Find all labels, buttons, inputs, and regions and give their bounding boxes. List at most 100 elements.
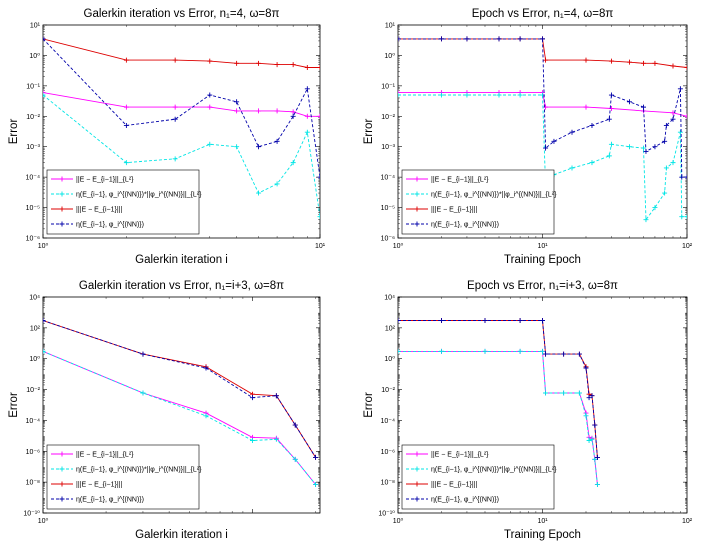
legend-box — [401, 169, 555, 235]
data-point — [543, 145, 549, 151]
data-point — [290, 109, 296, 115]
y-tick-label: 10⁴ — [384, 295, 395, 302]
data-point — [43, 348, 46, 354]
data-point — [317, 214, 320, 220]
data-point — [172, 104, 178, 110]
data-point — [569, 129, 575, 135]
y-tick-label: 10² — [30, 325, 41, 332]
legend-marker — [59, 451, 65, 457]
data-point — [438, 317, 444, 323]
data-point — [290, 62, 296, 68]
data-point — [249, 438, 255, 444]
data-point — [172, 57, 178, 63]
x-tick-label: 10⁰ — [38, 517, 49, 525]
legend-marker — [414, 176, 420, 182]
data-point — [123, 160, 129, 166]
data-point — [203, 365, 209, 371]
legend-marker — [414, 481, 420, 487]
y-tick-label: 10⁻⁸ — [26, 480, 40, 487]
chart-panel-1: 10⁻⁶ 10⁻⁵ 10⁻⁴ 10⁻³ 10⁻² 10⁻¹ 10⁰ 10¹ 10⁰ 10¹ Gale… — [8, 8, 326, 266]
y-tick-label: 10⁻⁴ — [26, 175, 41, 182]
data-point — [43, 317, 46, 323]
data-point — [438, 348, 444, 354]
data-point — [203, 413, 209, 419]
data-point — [592, 456, 598, 462]
legend-entry: ||E − E_{i−1}||_{L²} — [76, 452, 134, 459]
legend-marker — [414, 466, 420, 472]
data-point — [207, 104, 213, 110]
series-group — [398, 36, 687, 223]
data-point — [256, 108, 262, 114]
data-point — [586, 395, 592, 401]
data-point — [43, 92, 46, 98]
legend-entry: η(E_{i−1}, φ_i^{(NN)})*||φ_i^{(NN)}||_{L… — [76, 467, 202, 474]
y-axis-label: Error — [8, 119, 20, 145]
y-tick-label: 10¹ — [30, 23, 41, 30]
data-point — [274, 108, 280, 114]
data-point — [256, 190, 262, 196]
legend-entry: η(E_{i−1}, φ_i^{(NN)})*||φ_i^{(NN)}||_{L… — [431, 467, 557, 474]
data-point — [592, 422, 598, 428]
data-point — [256, 144, 262, 150]
data-point — [543, 390, 549, 396]
chart-title: Epoch vs Error, n₁=i+3, ω=8π — [467, 280, 618, 292]
data-point — [304, 113, 310, 119]
y-tick-label: 10⁻⁶ — [381, 236, 395, 243]
legend-entry: η(E_{i−1}, φ_i^{(NN)}) — [76, 222, 144, 229]
data-point — [626, 99, 632, 105]
x-tick-label: 10⁰ — [393, 242, 404, 250]
series-line-4 — [398, 38, 687, 178]
data-point — [576, 351, 582, 357]
data-point — [569, 165, 575, 171]
x-axis-label: Galerkin iteration i — [135, 254, 228, 266]
legend-entry: η(E_{i−1}, φ_i^{(NN)}) — [431, 222, 499, 229]
data-point — [670, 63, 676, 69]
y-tick-label: 10⁻¹ — [26, 83, 40, 90]
y-tick-label: 10⁻⁶ — [381, 449, 395, 456]
data-point — [663, 122, 669, 128]
y-tick-label: 10⁻³ — [26, 144, 40, 151]
y-tick-label: 10⁻³ — [381, 144, 395, 151]
data-point — [589, 436, 595, 442]
data-point — [684, 174, 687, 180]
data-point — [292, 422, 298, 428]
data-point — [398, 348, 401, 354]
data-point — [608, 141, 614, 147]
legend-marker — [59, 496, 65, 502]
legend-marker — [414, 221, 420, 227]
data-point — [589, 393, 595, 399]
legend: ||E − E_{i−1}||_{L²} η(E_{i−1}, φ_i^{(NN)… — [46, 169, 202, 235]
legend-entry: η(E_{i−1}, φ_i^{(NN)}) — [76, 497, 144, 504]
y-tick-label: 10⁰ — [29, 355, 40, 363]
data-point — [304, 65, 310, 71]
x-axis-label: Training Epoch — [504, 254, 581, 266]
x-axis-label: Training Epoch — [504, 529, 581, 541]
series-group — [43, 317, 319, 488]
legend-marker — [414, 451, 420, 457]
legend: ||E − E_{i−1}||_{L²} η(E_{i−1}, φ_i^{(NN)… — [401, 444, 557, 510]
data-point — [43, 36, 46, 42]
data-point — [540, 36, 545, 42]
x-axis-label: Galerkin iteration i — [135, 529, 228, 541]
data-point — [140, 390, 146, 396]
data-point — [304, 129, 310, 135]
data-point — [543, 57, 549, 63]
y-tick-label: 10⁴ — [29, 295, 40, 302]
legend-entry: |||E − E_{i−1}||| — [431, 482, 478, 489]
y-tick-label: 10⁻² — [381, 387, 395, 394]
y-tick-label: 10⁻² — [26, 114, 40, 121]
data-point — [317, 174, 320, 180]
data-point — [274, 138, 280, 144]
y-tick-label: 10⁻¹ — [381, 83, 395, 90]
chart-title: Epoch vs Error, n₁=4, ω=8π — [472, 8, 614, 20]
y-axis-label: Error — [363, 392, 375, 418]
legend-box — [401, 444, 555, 510]
data-point — [207, 92, 213, 98]
data-point — [583, 413, 589, 419]
data-point — [123, 57, 129, 63]
data-point — [608, 92, 614, 98]
legend-entry: ||E − E_{i−1}||_{L²} — [431, 177, 489, 184]
chart-panel-4: 10⁻¹⁰ 10⁻⁸ 10⁻⁶ 10⁻⁴ 10⁻² 10⁰ 10² 10⁴ 10⁰ 10¹ 10² E… — [363, 280, 693, 541]
data-point — [290, 160, 296, 166]
data-point — [123, 104, 129, 110]
